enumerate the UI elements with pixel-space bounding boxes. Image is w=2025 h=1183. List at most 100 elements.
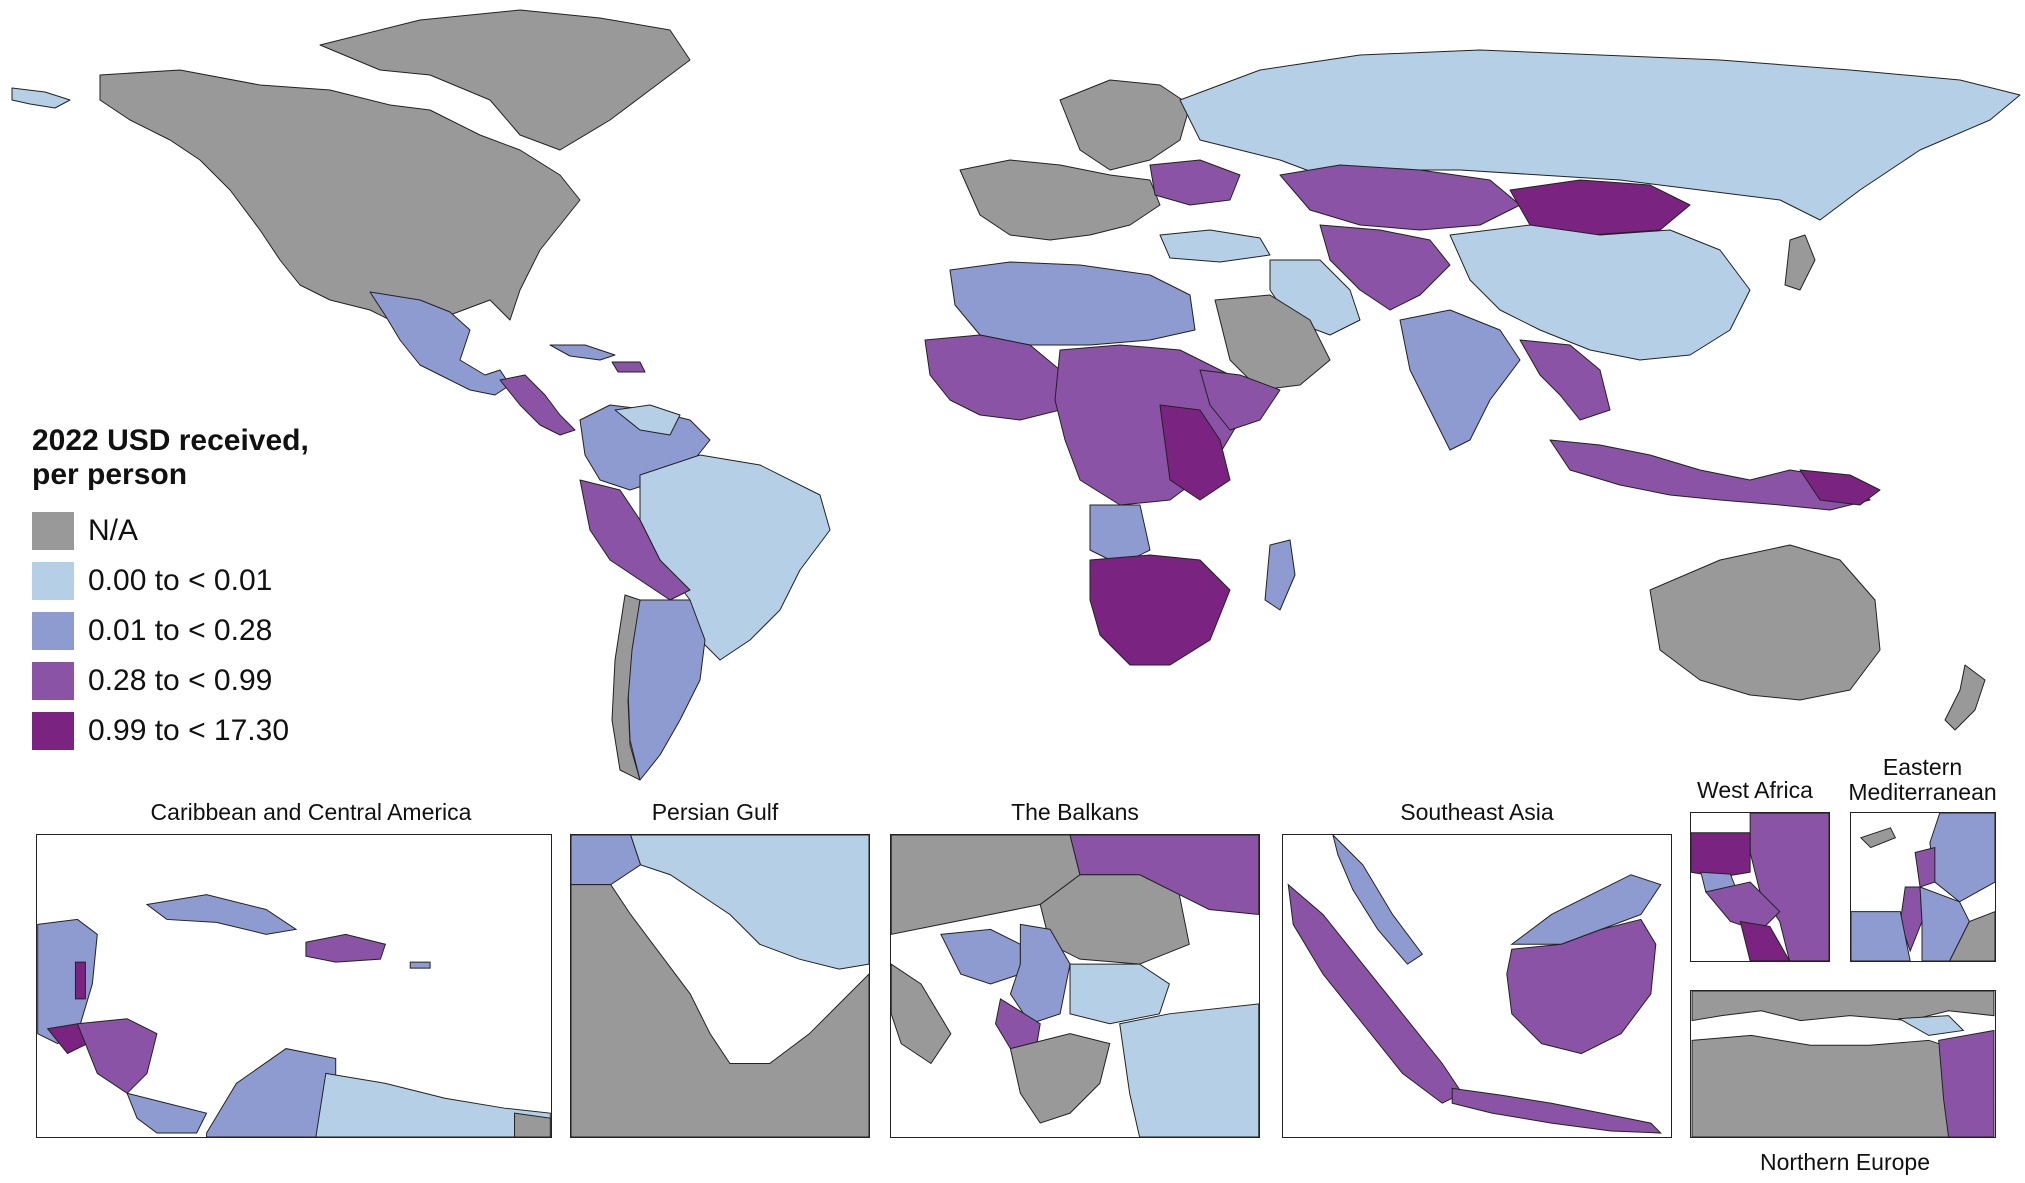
region-honduras-nicaragua (76, 1018, 158, 1094)
legend-label: 0.28 to < 0.99 (88, 664, 273, 697)
region-bulgaria (1069, 963, 1170, 1025)
inset-eastern-med-map (1851, 813, 1995, 961)
legend-label: 0.00 to < 0.01 (88, 564, 273, 597)
region-kazakhstan (1279, 164, 1521, 231)
legend-item-3: 0.28 to < 0.99 (32, 656, 309, 706)
inset-west-africa-map (1691, 813, 1829, 961)
region-papua (1799, 469, 1881, 506)
legend-swatch-2 (32, 612, 74, 650)
legend-swatch-3 (32, 662, 74, 700)
region-cuba (549, 344, 616, 361)
region-mauritania-mali (1749, 813, 1829, 961)
inset-title-eastern-med: Eastern Mediterranean (1848, 754, 1997, 805)
region-ukraine (1149, 159, 1241, 206)
region-east-africa (1159, 404, 1231, 501)
region-serbia (1009, 923, 1071, 1025)
inset-title-caribbean: Caribbean and Central America (150, 799, 472, 825)
region-mexico-yucatan (37, 918, 98, 1045)
region-italy (891, 963, 952, 1065)
region-australia (1649, 544, 1881, 701)
region-peru-bolivia (579, 479, 691, 601)
legend-item-1: 0.00 to < 0.01 (32, 556, 309, 606)
region-venezuela-top (614, 404, 681, 436)
inset-balkans-map (891, 835, 1259, 1137)
region-arabia (1214, 294, 1331, 391)
region-central-america (499, 374, 576, 436)
region-puerto-rico (409, 961, 431, 969)
legend: 2022 USD received, per person N/A 0.00 t… (32, 424, 309, 756)
region-venezuela (315, 1072, 551, 1137)
legend-label: 0.99 to < 17.30 (88, 714, 290, 747)
region-southeast-asia (1519, 339, 1611, 421)
legend-item-2: 0.01 to < 0.28 (32, 606, 309, 656)
inset-northern-europe (1690, 990, 1996, 1138)
inset-eastern-med (1850, 812, 1996, 962)
region-horn-africa (1199, 369, 1281, 431)
region-borneo-indonesia (1506, 918, 1657, 1055)
region-lebanon (1914, 846, 1936, 888)
region-alaska-tip (11, 87, 71, 109)
region-java (1451, 1087, 1663, 1134)
region-new-zealand (1944, 664, 1986, 731)
region-belize (74, 961, 86, 1000)
inset-northern-europe-map (1691, 991, 1995, 1137)
inset-balkans (890, 834, 1260, 1138)
inset-title-southeast-asia: Southeast Asia (1400, 799, 1554, 825)
region-malaysia-peninsula (1332, 835, 1424, 965)
region-costa-panama (126, 1092, 208, 1134)
region-canada-usa (99, 69, 581, 326)
region-cyprus (1859, 827, 1897, 849)
inset-title-balkans: The Balkans (1011, 799, 1139, 825)
inset-caribbean (36, 834, 552, 1138)
inset-persian-gulf (570, 834, 870, 1138)
region-greece (1009, 1033, 1111, 1124)
region-central-asia (1319, 224, 1451, 311)
region-colombia (206, 1048, 337, 1137)
legend-swatch-4 (32, 712, 74, 750)
region-southern-africa (1089, 554, 1231, 666)
inset-title-northern-europe: Northern Europe (1759, 1149, 1931, 1175)
region-guyana (514, 1112, 551, 1137)
inset-caribbean-map (37, 894, 551, 1137)
region-arabia (571, 884, 869, 1137)
legend-title: 2022 USD received, per person (32, 424, 309, 491)
inset-title-west-africa: West Africa (1697, 777, 1813, 803)
region-sierra-leone-liberia (1739, 920, 1791, 961)
inset-title-persian-gulf: Persian Gulf (651, 799, 779, 825)
region-syria (1929, 813, 1995, 903)
region-japan (1784, 234, 1816, 291)
legend-item-4: 0.99 to < 17.30 (32, 706, 309, 756)
region-guinea (1704, 881, 1781, 932)
inset-west-africa (1690, 812, 1830, 962)
legend-label: N/A (88, 514, 139, 547)
region-indonesia (1549, 439, 1871, 511)
region-saudi-edge (1949, 911, 1995, 961)
region-iraq (571, 835, 642, 886)
region-scandinavia (1691, 991, 1995, 1022)
region-india (1399, 309, 1521, 451)
region-argentina (627, 599, 706, 781)
region-senegal (1691, 832, 1751, 878)
legend-item-na: N/A (32, 506, 309, 556)
region-western-europe (959, 159, 1161, 241)
region-west-africa (924, 334, 1061, 421)
inset-southeast-asia-map (1287, 835, 1663, 1134)
region-greenland (319, 9, 691, 151)
region-baltic-state (1897, 1015, 1965, 1036)
legend-label: 0.01 to < 0.28 (88, 614, 273, 647)
region-hispaniola (305, 933, 387, 963)
world-map (11, 9, 2021, 781)
region-chile (611, 594, 641, 781)
region-central-europe (1691, 1034, 1959, 1137)
region-scandinavia (1059, 79, 1191, 171)
region-madagascar (1264, 539, 1296, 611)
region-cuba (145, 894, 298, 935)
region-croatia-bosnia (940, 928, 1021, 985)
region-turkey (1119, 1003, 1259, 1137)
legend-swatch-na (32, 512, 74, 550)
region-ukraine-belarus (1938, 1029, 1995, 1137)
region-china (1449, 224, 1751, 361)
region-turkey (1159, 229, 1271, 263)
legend-swatch-1 (32, 562, 74, 600)
region-north-africa (949, 261, 1196, 346)
